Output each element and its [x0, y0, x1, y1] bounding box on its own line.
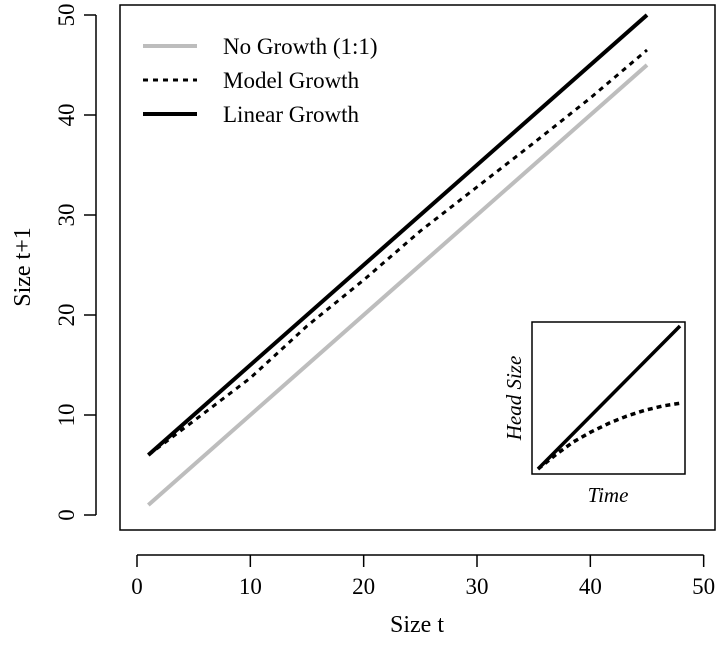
inset-line-model-growth — [536, 401, 681, 471]
x-tick-label: 0 — [131, 574, 143, 599]
x-tick-label: 50 — [692, 574, 715, 599]
y-tick-label: 30 — [54, 204, 79, 227]
series-line-model-growth — [147, 48, 648, 457]
x-tick-label: 10 — [239, 574, 262, 599]
y-tick-label: 20 — [54, 304, 79, 327]
inset-line-linear-growth — [536, 324, 682, 471]
y-tick-label: 10 — [54, 404, 79, 427]
y-axis-title: Size t+1 — [10, 227, 36, 307]
legend-label-no-growth: No Growth (1:1) — [223, 34, 378, 59]
legend-label-model-growth: Model Growth — [223, 68, 360, 93]
series-line-linear-growth — [147, 13, 649, 457]
inset-x-label: Time — [588, 483, 629, 507]
x-axis-title: Size t — [390, 612, 444, 638]
x-tick-label: 40 — [579, 574, 602, 599]
series-layer — [147, 13, 649, 507]
x-tick-label: 30 — [466, 574, 489, 599]
inset-plot: Time Head Size — [502, 321, 686, 507]
y-tick-label: 50 — [54, 4, 79, 27]
y-tick-label: 0 — [54, 509, 79, 521]
x-tick-label: 20 — [352, 574, 375, 599]
series-line-no-growth — [147, 63, 649, 507]
legend-label-linear-growth: Linear Growth — [223, 102, 360, 127]
y-tick-label: 40 — [54, 104, 79, 127]
inset-y-label: Head Size — [502, 356, 526, 442]
axes: 0 10 20 30 40 50 0 10 20 30 40 50 — [54, 4, 715, 600]
inset-series-layer — [536, 324, 682, 471]
plot-frame — [119, 4, 716, 531]
legend: No Growth (1:1) Model Growth Linear Grow… — [143, 34, 378, 127]
